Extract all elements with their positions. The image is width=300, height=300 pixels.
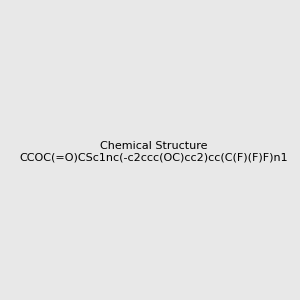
Text: Chemical Structure
CCOC(=O)CSc1nc(-c2ccc(OC)cc2)cc(C(F)(F)F)n1: Chemical Structure CCOC(=O)CSc1nc(-c2ccc… <box>20 141 288 162</box>
